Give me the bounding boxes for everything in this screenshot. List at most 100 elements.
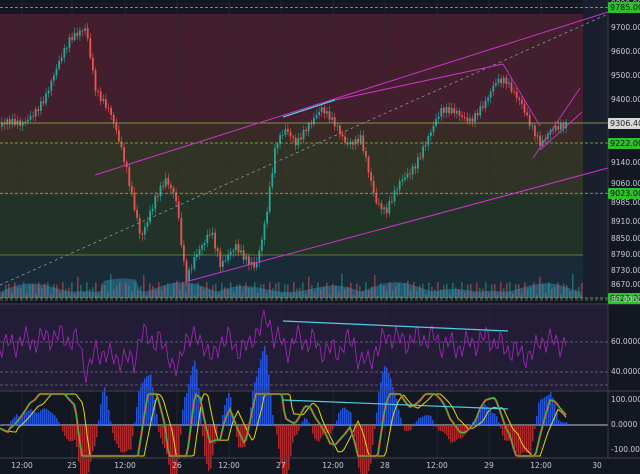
candle-body — [209, 234, 211, 236]
rsi-tick: 60.0000 — [611, 337, 640, 346]
volume-bar — [359, 285, 361, 298]
macd-histogram-bar — [560, 421, 562, 425]
candle — [193, 251, 196, 272]
macd-histogram-bar — [120, 425, 122, 453]
candle — [526, 107, 528, 118]
macd-histogram-bar — [4, 425, 6, 426]
price-tick[interactable]: 9600.00 — [611, 47, 640, 56]
time-tick[interactable]: 28 — [380, 461, 390, 470]
time-tick[interactable]: 12:00 — [322, 461, 344, 470]
candle-body — [510, 82, 513, 92]
candle-body — [240, 250, 242, 253]
candle-body — [294, 137, 297, 146]
macd-histogram-bar — [286, 425, 288, 474]
candle — [440, 104, 443, 122]
macd-histogram-bar — [376, 412, 378, 425]
candle-body — [79, 30, 81, 36]
volume-bar — [221, 282, 223, 298]
candle-body — [528, 115, 531, 126]
macd-histogram-bar — [148, 375, 150, 425]
macd-histogram-bar — [526, 425, 528, 453]
candlestick-series[interactable] — [1, 23, 567, 286]
candle-body — [107, 107, 110, 109]
candle-body — [354, 138, 357, 145]
volume-bar — [425, 295, 427, 298]
time-tick[interactable]: 26 — [172, 461, 182, 470]
volume-bar — [473, 292, 475, 298]
macd-histogram-bar — [76, 425, 78, 447]
volume-bar — [146, 295, 148, 298]
candle — [482, 101, 484, 111]
time-tick[interactable]: 12:00 — [11, 461, 33, 470]
macd-histogram-bar — [104, 387, 106, 425]
candle — [255, 256, 258, 271]
candle — [175, 188, 177, 206]
price-tick[interactable]: 9700.00 — [611, 23, 640, 32]
price-tick[interactable]: 8790.00 — [611, 250, 640, 259]
volume-bar — [119, 282, 121, 298]
candle-body — [310, 123, 313, 125]
macd-histogram-bar — [494, 413, 496, 425]
candle — [110, 105, 112, 121]
candle — [281, 130, 284, 139]
price-tick[interactable]: 9500.00 — [611, 71, 640, 80]
macd-histogram-bar — [278, 425, 280, 449]
volume-bar — [245, 282, 247, 298]
candle-body — [466, 117, 469, 122]
candle-body — [518, 97, 521, 100]
candle — [53, 72, 55, 86]
volume-bar — [275, 283, 277, 298]
candle-body — [370, 172, 372, 181]
candle-body — [307, 123, 310, 132]
price-tick[interactable]: 9060.00 — [611, 179, 640, 188]
volume-bar — [560, 294, 562, 298]
rsi-pane[interactable] — [0, 299, 608, 390]
time-tick[interactable]: 12:00 — [426, 461, 448, 470]
price-tick[interactable]: 9400.00 — [611, 95, 640, 104]
time-tick[interactable]: 25 — [67, 461, 77, 470]
candle — [115, 118, 118, 135]
price-tag-label: 9785.00 — [608, 2, 640, 14]
time-tick[interactable]: 29 — [484, 461, 494, 470]
volume-bar — [179, 290, 181, 298]
price-tick[interactable]: 8910.00 — [611, 217, 640, 226]
macd-histogram-bar — [318, 425, 320, 442]
time-tick[interactable]: 30 — [592, 461, 602, 470]
candle-body — [102, 99, 105, 101]
macd-histogram-bar — [106, 395, 108, 425]
candle — [214, 228, 216, 254]
drawing-tools[interactable] — [0, 7, 609, 299]
volume-bar — [380, 283, 382, 298]
candle — [294, 134, 297, 151]
candle — [326, 106, 328, 119]
price-tick[interactable]: 8850.00 — [611, 234, 640, 243]
macd-histogram-bar — [164, 425, 166, 449]
candle-body — [305, 129, 307, 132]
candle-body — [367, 156, 370, 173]
macd-histogram-bar — [8, 425, 10, 427]
candle-body — [378, 203, 380, 204]
candle — [505, 74, 508, 89]
volume-bar — [314, 292, 316, 298]
candle — [112, 111, 115, 128]
time-tick[interactable]: 27 — [276, 461, 286, 470]
time-tick[interactable]: 12:00 — [530, 461, 552, 470]
macd-pane[interactable] — [0, 346, 608, 474]
time-tick[interactable]: 12:00 — [114, 461, 136, 470]
price-tick[interactable]: 9140.00 — [611, 158, 640, 167]
price-tick[interactable]: 8670.00 — [611, 280, 640, 289]
price-tick[interactable]: 8985.00 — [611, 198, 640, 207]
rsi-tick: 80.0000 — [611, 295, 640, 304]
candle — [216, 246, 219, 258]
candle — [146, 216, 149, 232]
price-tick[interactable]: 8730.00 — [611, 266, 640, 275]
candle — [380, 199, 383, 215]
time-tick[interactable]: 12:00 — [218, 461, 240, 470]
volume-bar — [506, 283, 508, 298]
candle — [6, 117, 8, 130]
macd-histogram-bar — [22, 414, 24, 425]
macd-histogram-bar — [492, 412, 494, 425]
candle — [141, 231, 144, 241]
macd-histogram-bar — [140, 386, 142, 425]
